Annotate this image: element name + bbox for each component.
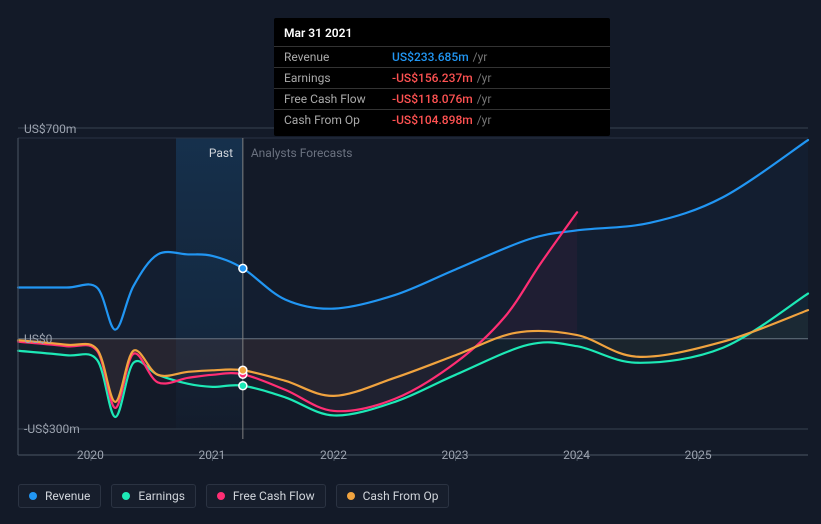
legend-item-revenue[interactable]: Revenue: [18, 484, 101, 508]
hover-marker-cfo: [239, 366, 247, 374]
tooltip-row: Cash From Op-US$104.898m/yr: [274, 109, 610, 130]
chart-legend: Revenue Earnings Free Cash Flow Cash From O…: [18, 484, 449, 508]
tooltip-row-value: -US$156.237m: [392, 71, 473, 85]
legend-swatch: [217, 492, 225, 500]
hover-tooltip: Mar 31 2021 RevenueUS$233.685m/yrEarning…: [274, 18, 610, 136]
forecast-label: Analysts Forecasts: [251, 146, 353, 160]
legend-item-earnings[interactable]: Earnings: [111, 484, 196, 508]
tooltip-row-label: Revenue: [284, 50, 392, 64]
tooltip-row-label: Earnings: [284, 71, 392, 85]
tooltip-row-unit: /yr: [473, 50, 488, 64]
tooltip-row: Free Cash Flow-US$118.076m/yr: [274, 88, 610, 109]
legend-swatch: [29, 492, 37, 500]
series-fill-revenue: [18, 140, 808, 339]
legend-label: Earnings: [138, 489, 185, 503]
tooltip-row-value: -US$118.076m: [392, 92, 473, 106]
x-axis-label: 2023: [442, 448, 469, 462]
y-axis-label: US$0: [24, 332, 52, 346]
x-axis-label: 2020: [77, 448, 104, 462]
legend-label: Free Cash Flow: [233, 489, 315, 503]
tooltip-row-value: US$233.685m: [392, 50, 469, 64]
legend-item-fcf[interactable]: Free Cash Flow: [206, 484, 326, 508]
tooltip-row-unit: /yr: [477, 113, 492, 127]
legend-swatch: [122, 492, 130, 500]
tooltip-row-unit: /yr: [477, 71, 492, 85]
tooltip-row-label: Free Cash Flow: [284, 92, 392, 106]
tooltip-row: RevenueUS$233.685m/yr: [274, 46, 610, 67]
tooltip-row: Earnings-US$156.237m/yr: [274, 67, 610, 88]
x-axis-label: 2025: [685, 448, 712, 462]
x-axis-label: 2024: [563, 448, 590, 462]
tooltip-row-unit: /yr: [477, 92, 492, 106]
tooltip-date: Mar 31 2021: [274, 24, 610, 46]
past-label: Past: [209, 146, 233, 160]
hover-marker-earnings: [239, 382, 247, 390]
legend-swatch: [347, 492, 355, 500]
legend-label: Cash From Op: [363, 489, 439, 503]
tooltip-row-label: Cash From Op: [284, 113, 392, 127]
x-axis-label: 2022: [320, 448, 347, 462]
legend-item-cfo[interactable]: Cash From Op: [336, 484, 450, 508]
chart-container: US$700m US$0 -US$300m 2020 2021 2022 2023 2024…: [0, 0, 821, 524]
y-axis-label: -US$300m: [24, 422, 80, 436]
x-axis-label: 2021: [198, 448, 225, 462]
hover-marker-revenue: [239, 264, 247, 272]
tooltip-row-value: -US$104.898m: [392, 113, 473, 127]
y-axis-label: US$700m: [24, 122, 76, 136]
legend-label: Revenue: [45, 489, 90, 503]
